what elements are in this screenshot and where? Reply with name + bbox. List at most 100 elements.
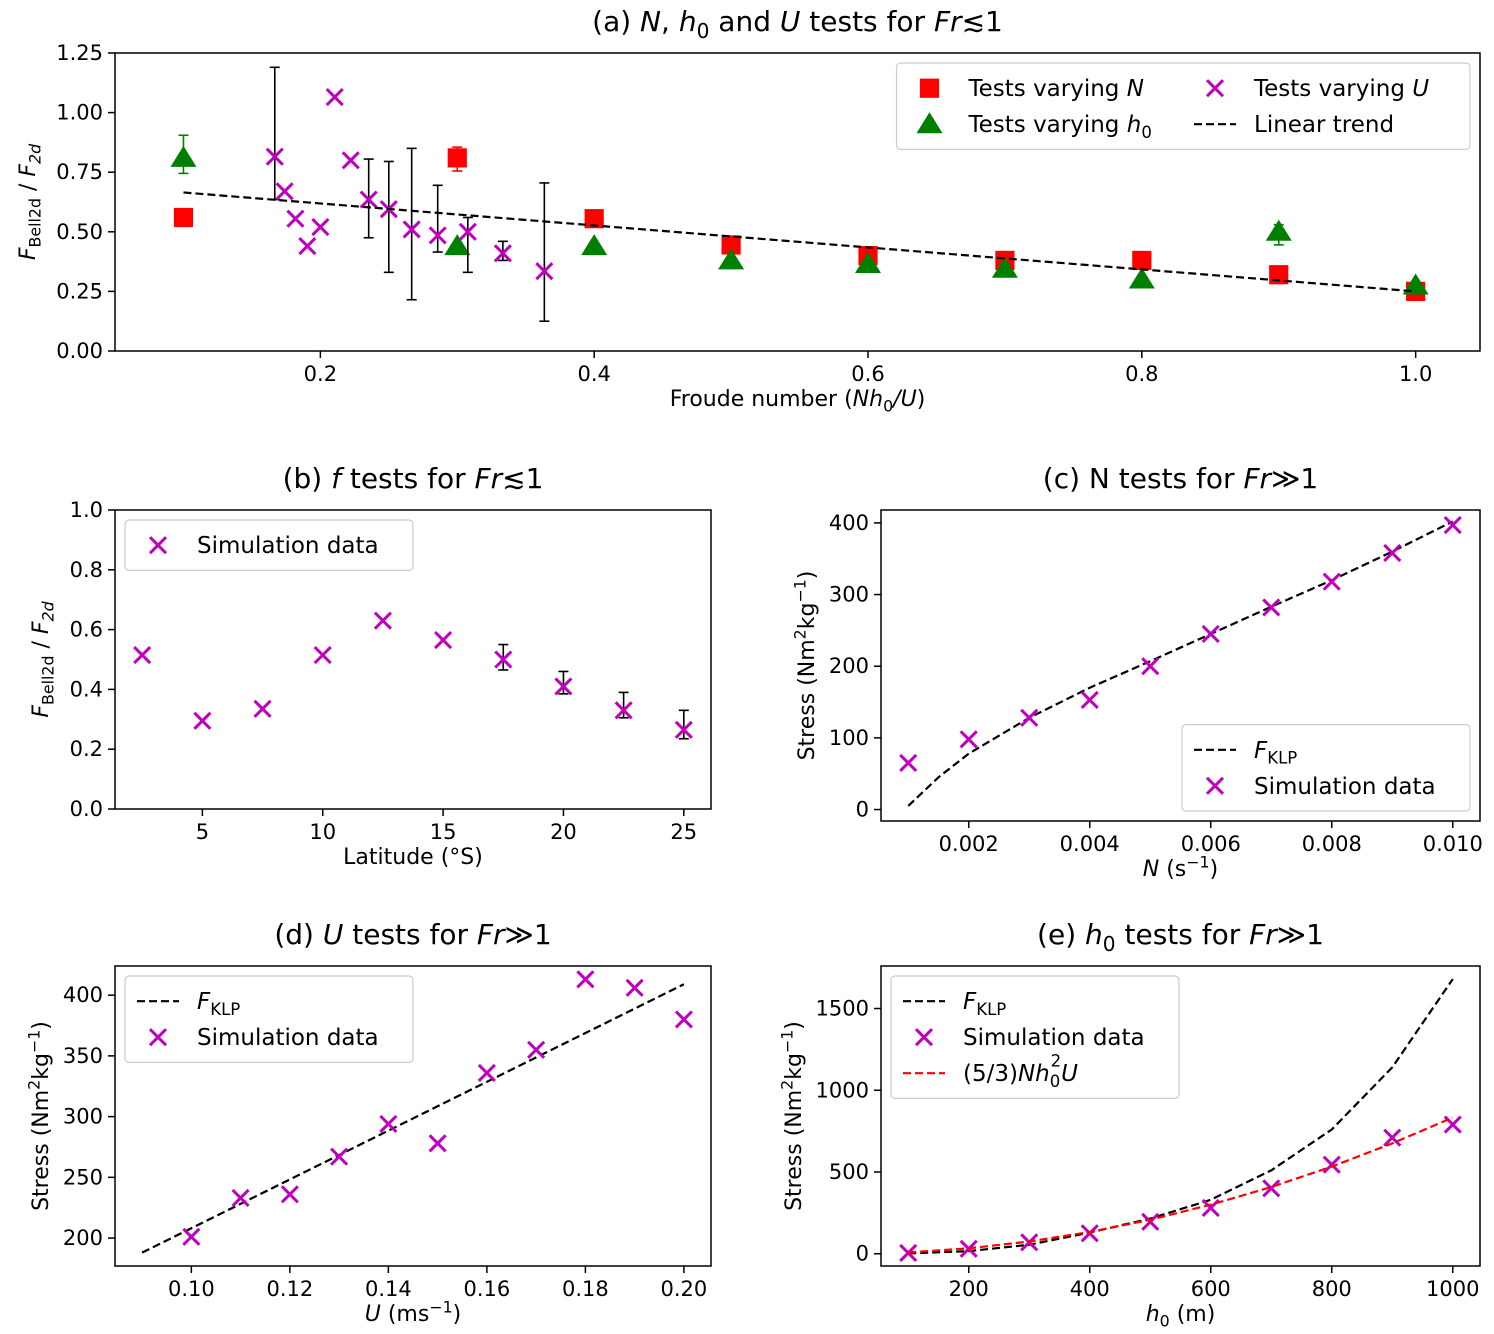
x-marker-stroke — [434, 631, 453, 650]
legend-label: Simulation data — [197, 1025, 379, 1051]
data-point — [182, 1227, 201, 1246]
legend-marker — [1205, 79, 1225, 98]
x-marker-stroke — [193, 711, 212, 730]
x-marker-stroke — [1443, 1115, 1462, 1134]
panel-title: (d) U tests for Fr≫1 — [274, 918, 551, 951]
legend-marker — [914, 1028, 934, 1047]
x-marker-stroke — [493, 244, 512, 263]
series-tests-varying-h0 — [170, 134, 1429, 295]
x-marker-stroke — [311, 217, 330, 237]
x-marker-stroke — [1080, 690, 1099, 709]
y-tick-label: 0.75 — [56, 160, 103, 184]
x-marker-stroke — [899, 1243, 918, 1262]
x-tick-label: 0.4 — [577, 362, 610, 386]
data-point — [325, 88, 344, 107]
data-point — [311, 217, 330, 237]
plot-area — [170, 66, 1429, 323]
legend-entry: FKLP — [1194, 738, 1297, 768]
legend-label: FKLP — [963, 989, 1006, 1019]
series-fklp — [908, 978, 1454, 1255]
panel-b: (b) f tests for Fr≲15 10 15 20 250.00.20.40.… — [29, 462, 712, 870]
y-axis-label: Stress (Nm2kg−1) — [25, 1021, 54, 1211]
data-point — [379, 1114, 398, 1133]
data-point — [1383, 543, 1402, 563]
y-tick-label: 0.25 — [56, 279, 103, 303]
x-tick-label: 0.12 — [266, 1277, 313, 1301]
data-point — [330, 1147, 349, 1166]
series-linear-trend — [183, 191, 1416, 293]
legend-marker — [148, 536, 168, 555]
y-tick-label: 300 — [829, 583, 869, 607]
axes-frame — [114, 965, 712, 1267]
x-marker-stroke — [674, 720, 693, 739]
x-marker-stroke — [625, 978, 644, 997]
data-point — [173, 207, 194, 228]
x-marker-stroke — [1020, 708, 1039, 727]
x-tick-label: 1000 — [1426, 1277, 1479, 1301]
triangle-marker — [1402, 273, 1429, 295]
triangle-marker — [444, 234, 471, 256]
series-line — [907, 520, 1454, 807]
legend-marker — [919, 78, 940, 98]
x-tick-label: 0.008 — [1302, 832, 1362, 856]
panel-e: (e) h0 tests for Fr≫1 200 400 600 800 1000 0 50… — [778, 918, 1481, 1331]
legend-label: Tests varying h0 — [967, 112, 1151, 142]
x-tick-label: 0.006 — [1181, 832, 1241, 856]
data-point — [428, 1134, 447, 1153]
y-tick-label: 0.6 — [70, 618, 103, 642]
square-marker — [173, 207, 194, 228]
series-line — [141, 983, 685, 1254]
data-point — [1262, 598, 1281, 617]
error-bar — [406, 147, 417, 301]
x-tick-label: 0.8 — [1125, 362, 1158, 386]
square-marker — [721, 235, 741, 255]
data-point — [447, 148, 467, 168]
x-tick-label: 200 — [949, 1277, 989, 1301]
y-tick-label: 1000 — [816, 1078, 869, 1102]
x-marker-stroke — [1141, 1212, 1160, 1231]
x-marker-stroke — [1205, 776, 1225, 795]
x-marker-stroke — [458, 222, 477, 241]
x-tick-label: 0.10 — [168, 1277, 215, 1301]
triangle-marker — [718, 248, 745, 270]
legend: Simulation data — [124, 519, 414, 572]
x-marker-stroke — [477, 1063, 496, 1082]
legend-label: Tests varying N — [967, 76, 1143, 102]
x-tick-label: 0.010 — [1423, 832, 1483, 856]
data-point — [674, 720, 693, 739]
legend-frame — [1181, 723, 1471, 812]
data-point — [193, 711, 212, 730]
triangle-marker — [170, 145, 197, 167]
panel-c: (c) N tests for Fr≫1 0.002 0.004 0.006 0.008… — [791, 462, 1483, 882]
y-tick-label: 100 — [829, 726, 869, 750]
data-point — [1141, 657, 1160, 676]
data-point — [373, 611, 392, 630]
x-marker-stroke — [1383, 1128, 1402, 1147]
error-bar — [497, 240, 508, 262]
x-marker-stroke — [1322, 1155, 1341, 1174]
error-bar — [269, 66, 280, 201]
data-point — [576, 970, 595, 989]
data-point — [1201, 624, 1220, 644]
data-point — [275, 182, 294, 201]
series--5-3-nh0-u — [908, 1116, 1454, 1254]
x-marker-stroke — [280, 1185, 299, 1204]
legend: FKLP Simulation data — [124, 975, 414, 1064]
y-axis-label: Stress (Nm2kg−1) — [778, 1021, 807, 1211]
x-marker-stroke — [148, 1028, 168, 1047]
data-point — [614, 701, 633, 720]
x-marker-stroke — [674, 1010, 693, 1029]
data-point — [477, 1063, 496, 1082]
data-point — [286, 209, 305, 228]
data-point — [674, 1010, 693, 1029]
data-point — [313, 645, 332, 665]
x-axis-label: N (s−1) — [1143, 853, 1218, 882]
x-marker-stroke — [286, 209, 305, 228]
data-point — [265, 147, 284, 166]
series-line — [183, 191, 1416, 293]
series-tests-varying-u — [265, 66, 554, 323]
y-tick-label: 1.25 — [56, 41, 103, 65]
x-marker-stroke — [959, 730, 978, 749]
error-bar — [678, 709, 689, 740]
data-point — [1132, 250, 1152, 271]
